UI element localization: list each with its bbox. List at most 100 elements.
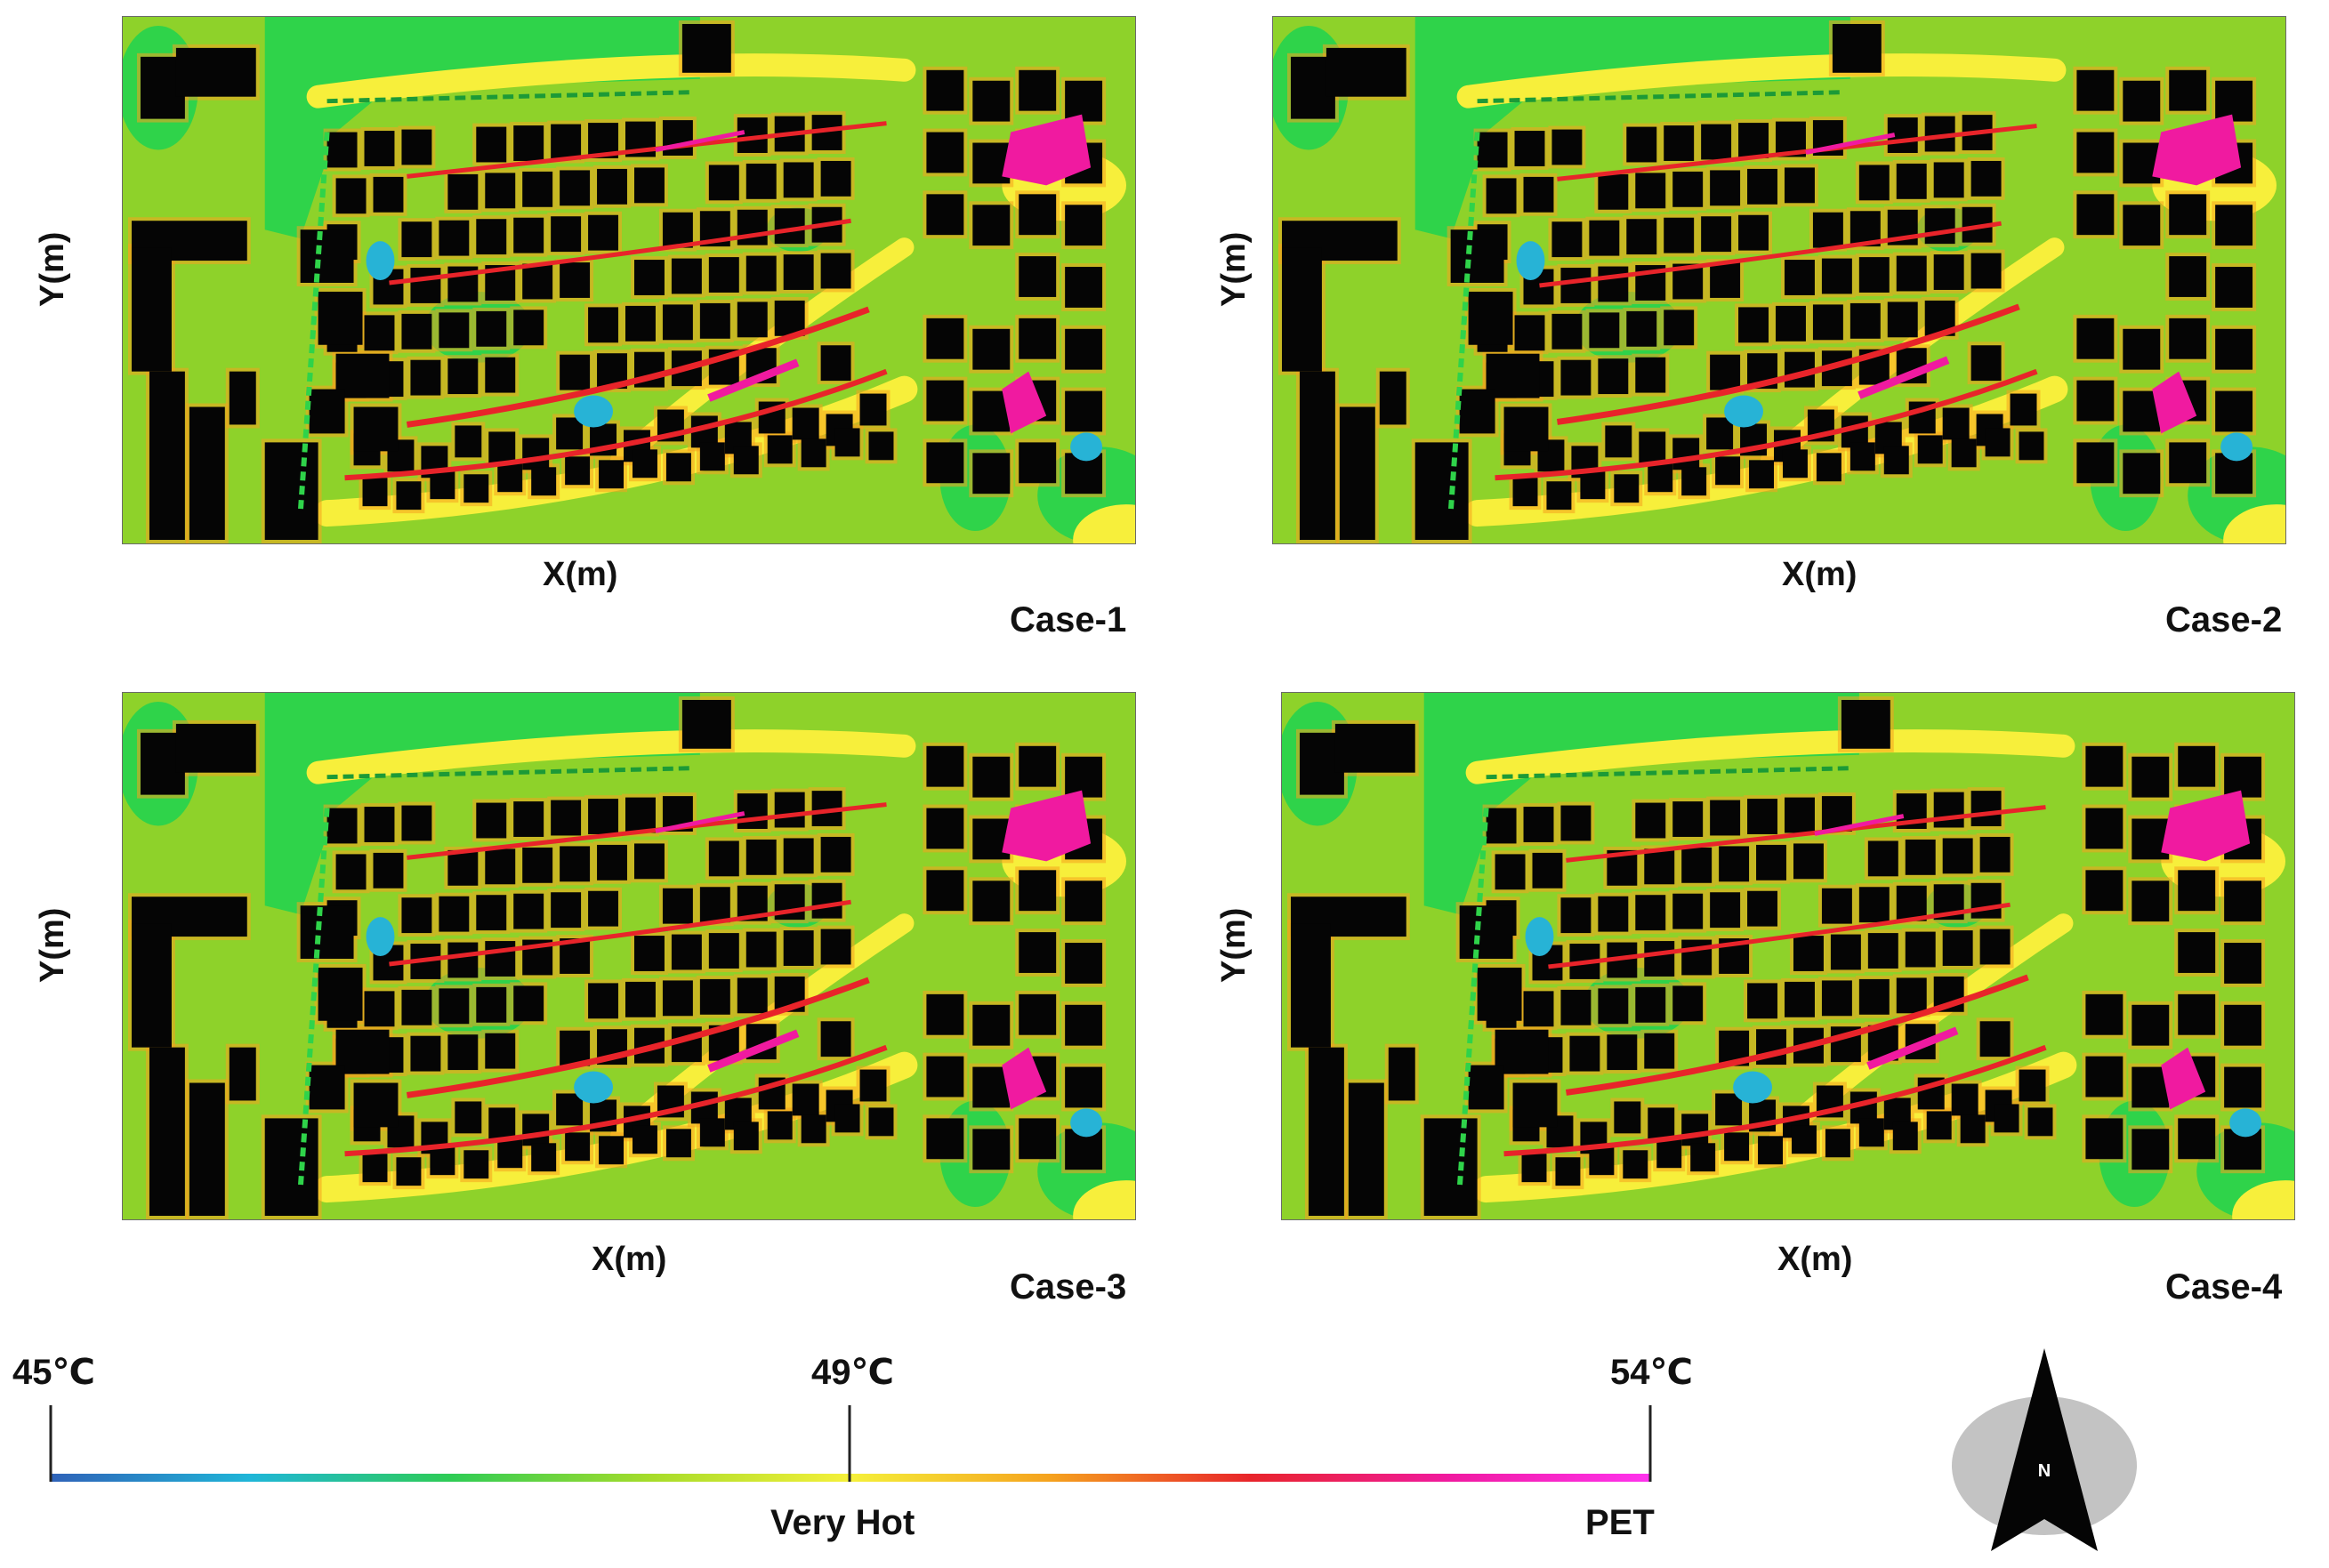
building	[335, 854, 367, 890]
hot-street	[406, 306, 870, 428]
extreme-street	[1866, 1026, 1959, 1070]
extreme-street	[707, 358, 800, 402]
building	[1850, 442, 1875, 471]
building	[783, 254, 814, 290]
building	[972, 205, 1011, 246]
building	[1532, 852, 1563, 889]
hot-street	[344, 1044, 888, 1157]
building	[551, 216, 582, 253]
building	[1388, 1047, 1415, 1101]
building	[737, 977, 768, 1014]
pet-map-case-3	[122, 692, 1136, 1220]
building	[2224, 1004, 2262, 1046]
cool-spot	[1525, 917, 1554, 956]
extreme-spot	[2161, 1047, 2206, 1110]
building	[926, 993, 964, 1035]
building	[1887, 302, 1918, 338]
building	[597, 168, 628, 205]
building	[1459, 905, 1513, 959]
building	[662, 980, 693, 1017]
building	[556, 1093, 584, 1126]
building	[364, 131, 395, 166]
building	[1749, 460, 1775, 489]
x-axis-label: X(m)	[1777, 1241, 1853, 1278]
building	[1858, 257, 1890, 293]
building	[2178, 932, 2216, 973]
building	[318, 967, 363, 1021]
building	[513, 985, 544, 1022]
case-label: Case-4	[2165, 1267, 2283, 1307]
building	[2132, 880, 2170, 922]
hot-street	[1556, 303, 2020, 425]
cool-spot	[1070, 432, 1103, 462]
hot-street	[1557, 124, 2037, 181]
building	[439, 220, 470, 256]
building	[1546, 481, 1572, 511]
building	[972, 328, 1011, 370]
building	[1951, 1083, 1978, 1116]
building	[565, 456, 591, 486]
building	[1589, 1146, 1615, 1176]
building	[2123, 205, 2161, 246]
building	[1858, 887, 1890, 923]
building	[1738, 123, 1769, 158]
tree-line	[1477, 90, 1841, 104]
building	[556, 417, 584, 450]
building	[1290, 923, 1331, 1048]
building	[662, 212, 693, 248]
building	[625, 305, 656, 342]
building	[551, 892, 582, 929]
building	[1019, 318, 1057, 359]
building	[599, 1136, 625, 1165]
building	[1477, 132, 1508, 168]
building	[2215, 267, 2253, 308]
building	[476, 219, 507, 255]
hot-spot	[1073, 504, 1135, 543]
building	[1738, 307, 1769, 343]
building	[1512, 478, 1538, 507]
building	[264, 442, 318, 541]
building	[189, 406, 225, 541]
building	[972, 453, 1011, 495]
building	[1551, 313, 1583, 350]
building	[463, 1150, 489, 1179]
building	[1065, 328, 1103, 370]
building	[513, 801, 544, 837]
building	[1379, 371, 1406, 425]
building	[1858, 165, 1890, 201]
building	[1970, 791, 2002, 826]
building	[1724, 1132, 1750, 1162]
building	[410, 268, 441, 303]
building	[264, 1118, 318, 1217]
building	[447, 1034, 479, 1071]
building	[2085, 745, 2124, 787]
building	[1896, 163, 1927, 199]
building	[1495, 854, 1526, 890]
building	[1747, 890, 1778, 927]
building	[681, 699, 731, 749]
building	[801, 438, 826, 468]
building	[2224, 1066, 2262, 1108]
building	[1635, 802, 1666, 839]
building	[497, 463, 523, 493]
building	[1514, 131, 1545, 166]
building	[1924, 208, 1955, 245]
building	[1468, 1065, 1504, 1110]
building	[633, 843, 665, 880]
building	[733, 446, 759, 475]
building	[439, 896, 470, 932]
building	[868, 431, 894, 461]
building	[2076, 380, 2115, 422]
building	[522, 1114, 550, 1146]
building	[2076, 194, 2115, 236]
building	[1605, 425, 1632, 458]
building	[1607, 1034, 1638, 1071]
building	[401, 897, 432, 934]
building	[1672, 985, 1704, 1022]
building	[2224, 756, 2262, 798]
building	[430, 1146, 455, 1176]
building	[149, 371, 185, 541]
building	[229, 1047, 256, 1101]
building	[1825, 1129, 1850, 1158]
building	[396, 481, 422, 511]
